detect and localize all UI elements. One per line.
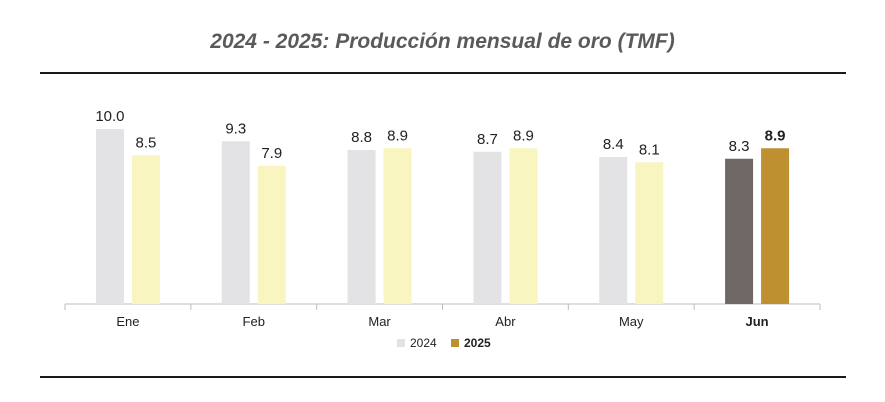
x-tick-label-jun: Jun xyxy=(746,314,769,329)
bar-2024-may xyxy=(599,157,628,304)
chart-title: 2024 - 2025: Producción mensual de oro (… xyxy=(210,30,675,53)
bar-2024-jun xyxy=(725,158,754,304)
data-label-2025-may: 8.1 xyxy=(639,141,660,158)
data-label-2025-feb: 7.9 xyxy=(261,145,282,162)
data-label-2025-jun: 8.9 xyxy=(765,127,786,144)
bar-2025-feb xyxy=(257,165,286,304)
bar-2025-jun xyxy=(761,148,790,304)
bar-2024-abr xyxy=(473,151,502,304)
data-label-2025-mar: 8.9 xyxy=(387,127,408,144)
data-label-2025-ene: 8.5 xyxy=(135,134,156,151)
bar-2025-may xyxy=(635,162,664,304)
legend-label-2025: 2025 xyxy=(464,336,491,350)
data-label-2025-abr: 8.9 xyxy=(513,127,534,144)
x-tick-label-ene: Ene xyxy=(116,314,139,329)
bar-2024-mar xyxy=(347,150,376,304)
x-tick-label-mar: Mar xyxy=(368,314,391,329)
data-label-2024-jun: 8.3 xyxy=(729,138,750,155)
data-label-2024-abr: 8.7 xyxy=(477,131,498,148)
data-label-2024-mar: 8.8 xyxy=(351,129,372,146)
legend-swatch-2025 xyxy=(451,339,459,347)
x-tick-label-abr: Abr xyxy=(495,314,516,329)
bar-2024-feb xyxy=(221,141,250,304)
bar-2025-abr xyxy=(509,148,538,304)
x-tick-label-may: May xyxy=(619,314,644,329)
top-divider xyxy=(40,72,846,74)
data-label-2024-feb: 9.3 xyxy=(225,120,246,137)
bar-2025-ene xyxy=(131,155,160,304)
x-tick-label-feb: Feb xyxy=(243,314,265,329)
bar-2025-mar xyxy=(383,148,412,304)
bar-2024-ene xyxy=(95,129,124,304)
legend-label-2024: 2024 xyxy=(410,336,437,350)
legend-swatch-2024 xyxy=(397,339,405,347)
data-label-2024-ene: 10.0 xyxy=(95,108,124,125)
bottom-divider xyxy=(40,376,846,378)
data-label-2024-may: 8.4 xyxy=(603,136,624,153)
